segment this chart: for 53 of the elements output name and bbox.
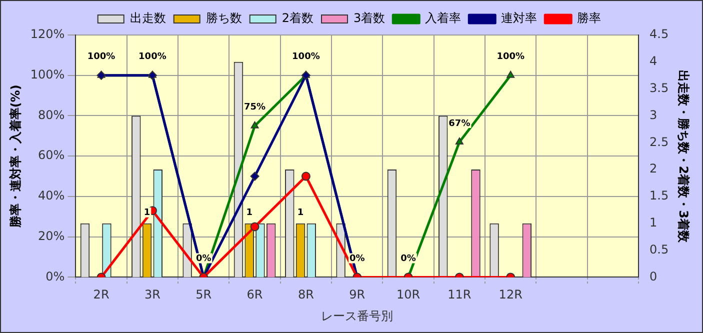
data-label: 100% [292,52,320,62]
y-tick-label: 120% [30,27,65,42]
x-tick-label: 5R [196,288,212,302]
y2-tick-label: 1 [650,216,658,230]
data-label: 1 [246,208,252,218]
data-label: 67% [448,118,470,129]
y2-tick-label: 0.5 [650,242,669,256]
y2-axis-title: 出走数・勝ち数・2着数・3着数 [676,70,691,244]
data-label: 0% [400,254,416,264]
y-tick-label: 0% [46,269,65,284]
data-label: 0% [196,254,212,264]
data-label: 75% [244,102,266,113]
data-label: 1 [144,208,150,218]
y-tick-label: 100% [30,67,65,82]
legend-label: 2着数 [282,11,314,26]
y-tick-label: 80% [38,108,65,122]
y2-tick-label: 4 [650,54,658,68]
legend-label: 連対率 [501,11,538,26]
y-tick-label: 40% [38,188,65,203]
point [301,172,310,181]
y2-tick-label: 3.5 [650,80,669,95]
legend-label: 出走数 [130,11,166,26]
x-tick-label: 2R [93,288,110,302]
point [250,121,259,128]
y2-tick-label: 0 [650,269,658,284]
data-label: 100% [496,52,525,62]
y2-tick-label: 2.5 [650,134,669,149]
data-label: 0% [349,254,365,264]
point [506,70,515,78]
x-axis-title: レース番号別 [321,308,394,323]
x-tick-label: 3R [144,288,160,302]
data-label: 1 [297,208,304,218]
x-tick-label: 12R [498,288,522,302]
legend-label: 3着数 [354,11,386,26]
point [455,137,464,144]
x-tick-label: 9R [349,288,366,302]
x-tick-label: 8R [298,288,314,302]
x-tick-label: 10R [396,288,420,302]
y-tick-label: 20% [38,228,65,243]
x-tick-label: 6R [246,288,263,302]
legend-label: 勝率 [577,11,602,26]
data-label: 100% [87,52,116,62]
data-label: 100% [138,52,166,62]
y-tick-label: 60% [38,148,65,162]
y2-tick-label: 4.5 [650,27,669,42]
y2-tick-label: 2 [650,162,658,176]
y2-tick-label: 3 [650,108,658,122]
y-axis-title: 勝率・連対率・入着率(%) [8,84,22,229]
point [250,172,260,181]
legend-label: 勝ち数 [206,11,242,26]
x-tick-label: 11R [448,288,472,302]
y2-tick-label: 1.5 [650,188,669,203]
legend-label: 入着率 [425,11,462,26]
